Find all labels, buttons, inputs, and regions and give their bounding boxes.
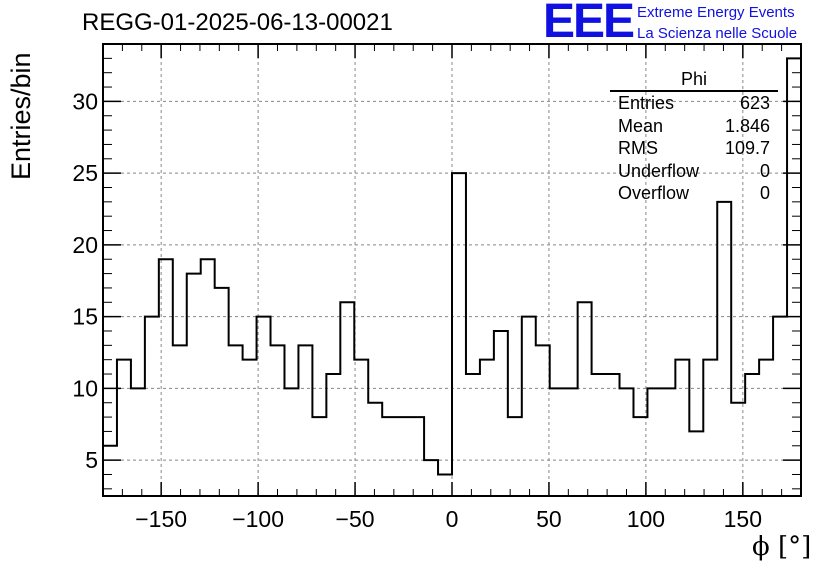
histogram-bin [131, 388, 145, 496]
histogram-bin [354, 360, 368, 496]
y-tick-label: 30 [72, 88, 98, 114]
histogram-bin [592, 374, 606, 496]
stats-label: Underflow [618, 160, 700, 181]
stats-label: Entries [618, 93, 675, 113]
histogram-bin [173, 345, 187, 496]
stats-label: Mean [618, 115, 664, 136]
y-tick-label: 25 [72, 160, 98, 186]
logo-subtitle-line1: Extreme Energy Events [637, 4, 795, 21]
logo-subtitle-line2: La Scienza nelle Scuole [637, 25, 798, 42]
x-tick-label: 0 [446, 506, 459, 532]
histogram-bin [466, 374, 480, 496]
histogram-bin [508, 417, 522, 496]
stats-row-entries: Entries 623 [610, 92, 778, 115]
histogram-bin [229, 345, 243, 496]
histogram-bin [606, 374, 620, 496]
stats-row-rms: RMS 109.7 [610, 137, 778, 160]
histogram-bin [717, 202, 731, 496]
histogram-bin [145, 317, 159, 496]
histogram-bin [312, 417, 326, 496]
histogram-bin [620, 388, 634, 496]
axis-tick-labels: −150 −100 −50 0 50 100 150 5 10 15 20 25 30 [72, 88, 762, 532]
histogram-bin [243, 360, 257, 496]
histogram-bin [773, 317, 787, 496]
histogram-bin [201, 259, 215, 496]
histogram-bin [424, 460, 438, 496]
x-tick-label: −100 [232, 506, 284, 532]
histogram-bin [215, 288, 229, 496]
x-tick-label: 150 [724, 506, 762, 532]
y-tick-label: 5 [85, 447, 98, 473]
histogram-bin [410, 417, 424, 496]
eee-logo: EEE [543, 0, 635, 48]
axis-ticks [102, 43, 802, 496]
x-tick-label: 50 [536, 506, 562, 532]
stats-title: Phi [610, 69, 778, 92]
histogram-bin [480, 360, 494, 496]
histogram-bin [284, 388, 298, 496]
histogram-bin [271, 345, 285, 496]
stats-row-mean: Mean 1.846 [610, 115, 778, 138]
stats-row-overflow: Overflow 0 [610, 182, 778, 205]
y-axis-label: Entries/bin [6, 52, 36, 180]
histogram-outline [102, 57, 801, 496]
histogram-bin [578, 302, 592, 496]
histogram-bin [438, 474, 452, 496]
y-tick-label: 15 [72, 304, 98, 330]
stats-value: 0 [759, 160, 770, 181]
stats-row-underflow: Underflow 0 [610, 160, 778, 183]
stats-value: 623 [739, 93, 770, 113]
histogram-bin [661, 388, 675, 496]
histogram-bin [382, 417, 396, 496]
stats-label: RMS [618, 138, 658, 158]
histogram-bin [117, 360, 131, 496]
x-tick-label: −150 [135, 506, 187, 532]
histogram-bin [787, 58, 801, 496]
histogram-bin [759, 360, 773, 496]
histogram-series [102, 57, 801, 496]
histogram-bin [159, 259, 173, 496]
histogram-bin [745, 374, 759, 496]
histogram-bin [550, 388, 564, 496]
stats-value: 0 [759, 183, 770, 203]
stats-box: Phi Entries 623 Mean 1.846 RMS 109.7 Und… [610, 69, 778, 205]
y-tick-label: 10 [72, 375, 98, 401]
histogram-bin [340, 302, 354, 496]
x-axis-label: ϕ [°] [752, 532, 812, 562]
histogram-bin [647, 388, 661, 496]
histogram-bin [396, 417, 410, 496]
stats-value: 109.7 [724, 138, 770, 158]
x-tick-label: 100 [627, 506, 665, 532]
stats-label: Overflow [618, 183, 690, 203]
histogram-bin [675, 360, 689, 496]
histogram-bin [703, 360, 717, 496]
histogram-bin [298, 345, 312, 496]
histogram-bin [368, 403, 382, 496]
histogram-bin [257, 317, 271, 496]
x-tick-label: −50 [336, 506, 375, 532]
histogram-bin [522, 317, 536, 496]
y-tick-label: 20 [72, 232, 98, 258]
histogram-bin [187, 274, 201, 496]
histogram-bin [494, 331, 508, 496]
stats-value: 1.846 [724, 115, 770, 136]
histogram-bin [536, 345, 550, 496]
histogram-bin [452, 173, 466, 496]
histogram-bin [326, 374, 340, 496]
histogram-bin [564, 388, 578, 496]
histogram-bin [689, 431, 703, 496]
chart-title: REGG-01-2025-06-13-00021 [82, 9, 393, 36]
